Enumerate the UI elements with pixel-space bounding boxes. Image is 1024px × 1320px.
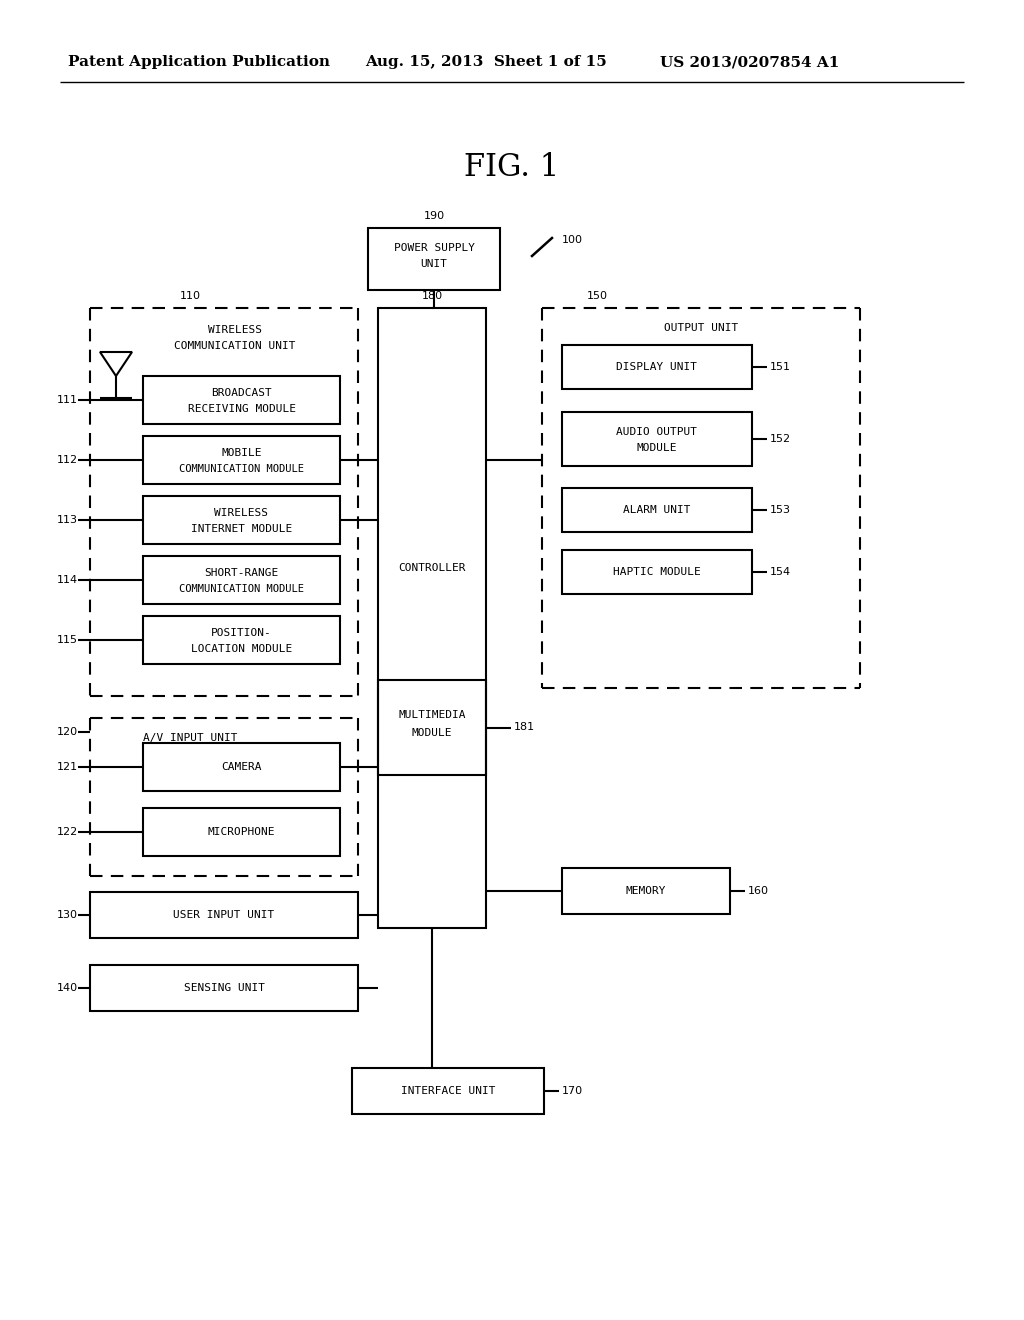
Text: 180: 180 xyxy=(422,290,442,301)
Bar xyxy=(562,488,752,532)
Text: MICROPHONE: MICROPHONE xyxy=(208,828,275,837)
Text: DISPLAY UNIT: DISPLAY UNIT xyxy=(616,362,697,372)
Bar xyxy=(143,808,340,855)
Text: 122: 122 xyxy=(56,828,78,837)
Text: MULTIMEDIA: MULTIMEDIA xyxy=(398,710,466,719)
Text: OUTPUT UNIT: OUTPUT UNIT xyxy=(664,323,738,333)
Text: 154: 154 xyxy=(770,568,792,577)
Text: 111: 111 xyxy=(57,395,78,405)
Text: USER INPUT UNIT: USER INPUT UNIT xyxy=(173,909,274,920)
Text: COMMUNICATION UNIT: COMMUNICATION UNIT xyxy=(174,341,296,351)
Text: 150: 150 xyxy=(587,290,607,301)
Text: HAPTIC MODULE: HAPTIC MODULE xyxy=(613,568,700,577)
Text: 100: 100 xyxy=(562,235,583,246)
Text: UNIT: UNIT xyxy=(421,259,447,269)
Bar xyxy=(352,1068,544,1114)
Text: 181: 181 xyxy=(514,722,536,733)
Text: MODULE: MODULE xyxy=(412,729,453,738)
Text: INTERFACE UNIT: INTERFACE UNIT xyxy=(400,1086,496,1096)
Text: 113: 113 xyxy=(57,515,78,525)
Text: 110: 110 xyxy=(179,290,201,301)
Text: 130: 130 xyxy=(57,909,78,920)
Bar xyxy=(143,616,340,664)
Bar xyxy=(90,965,358,1011)
Text: A/V INPUT UNIT: A/V INPUT UNIT xyxy=(142,733,238,743)
Bar xyxy=(562,869,730,913)
Bar xyxy=(368,228,500,290)
Bar xyxy=(378,308,486,928)
Text: MEMORY: MEMORY xyxy=(626,886,667,896)
Text: CAMERA: CAMERA xyxy=(221,762,262,772)
Bar xyxy=(143,376,340,424)
Text: WIRELESS: WIRELESS xyxy=(214,508,268,517)
Bar xyxy=(562,550,752,594)
Text: 121: 121 xyxy=(57,762,78,772)
Text: INTERNET MODULE: INTERNET MODULE xyxy=(190,524,292,535)
Bar xyxy=(143,436,340,484)
Text: 170: 170 xyxy=(562,1086,583,1096)
Bar xyxy=(90,892,358,939)
Text: SHORT-RANGE: SHORT-RANGE xyxy=(205,568,279,578)
Bar xyxy=(143,743,340,791)
Text: Patent Application Publication: Patent Application Publication xyxy=(68,55,330,69)
Text: US 2013/0207854 A1: US 2013/0207854 A1 xyxy=(660,55,840,69)
Text: BROADCAST: BROADCAST xyxy=(211,388,272,399)
Text: LOCATION MODULE: LOCATION MODULE xyxy=(190,644,292,653)
Text: WIRELESS: WIRELESS xyxy=(208,325,262,335)
Text: POWER SUPPLY: POWER SUPPLY xyxy=(393,243,474,253)
Text: 160: 160 xyxy=(748,886,769,896)
Text: 112: 112 xyxy=(57,455,78,465)
Text: 190: 190 xyxy=(424,211,444,220)
Text: 140: 140 xyxy=(57,983,78,993)
Text: Aug. 15, 2013  Sheet 1 of 15: Aug. 15, 2013 Sheet 1 of 15 xyxy=(365,55,607,69)
Bar xyxy=(562,412,752,466)
Text: 120: 120 xyxy=(57,727,78,737)
Text: POSITION-: POSITION- xyxy=(211,628,272,638)
Bar xyxy=(143,496,340,544)
Text: MODULE: MODULE xyxy=(637,444,677,453)
Text: ALARM UNIT: ALARM UNIT xyxy=(624,506,691,515)
Text: SENSING UNIT: SENSING UNIT xyxy=(183,983,264,993)
Text: 152: 152 xyxy=(770,434,792,444)
Text: CONTROLLER: CONTROLLER xyxy=(398,564,466,573)
Bar xyxy=(562,345,752,389)
Text: 153: 153 xyxy=(770,506,791,515)
Bar xyxy=(378,680,486,775)
Text: COMMUNICATION MODULE: COMMUNICATION MODULE xyxy=(179,583,304,594)
Text: FIG. 1: FIG. 1 xyxy=(464,153,560,183)
Text: 114: 114 xyxy=(57,576,78,585)
Text: MOBILE: MOBILE xyxy=(221,447,262,458)
Text: RECEIVING MODULE: RECEIVING MODULE xyxy=(187,404,296,414)
Text: 151: 151 xyxy=(770,362,791,372)
Text: AUDIO OUTPUT: AUDIO OUTPUT xyxy=(616,426,697,437)
Text: COMMUNICATION MODULE: COMMUNICATION MODULE xyxy=(179,465,304,474)
Bar xyxy=(143,556,340,605)
Text: 115: 115 xyxy=(57,635,78,645)
